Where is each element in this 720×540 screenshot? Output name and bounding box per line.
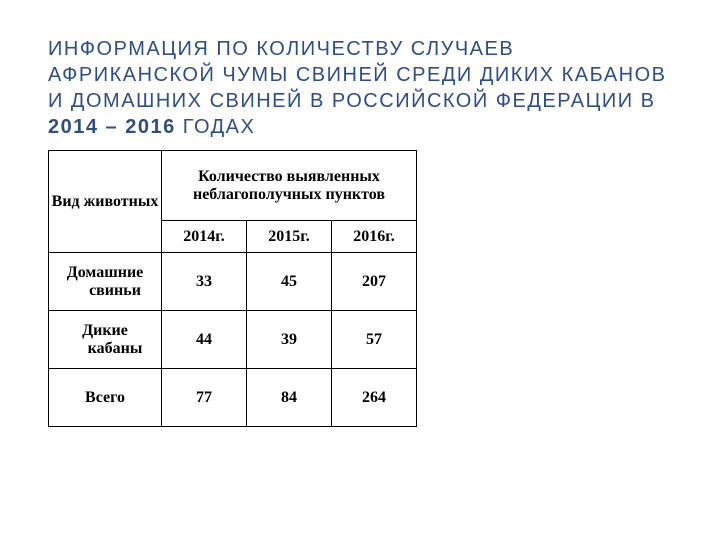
kind-line2: кабаны [49,340,161,358]
row-kind: Дикие кабаны [49,311,162,369]
cell-value: 77 [162,369,247,427]
cell-value: 57 [332,311,417,369]
cell-value: 45 [247,253,332,311]
cell-value: 33 [162,253,247,311]
header-group: Количество выявленных неблагополучных пу… [162,151,417,221]
table-row: Дикие кабаны 44 39 57 [49,311,417,369]
row-kind: Всего [49,369,162,427]
kind-line1: Домашние [67,264,144,281]
table-row: Всего 77 84 264 [49,369,417,427]
header-year-2014: 2014г. [162,221,247,253]
cell-value: 44 [162,311,247,369]
kind-line1: Всего [85,389,125,406]
table-row: Домашние свиньи 33 45 207 [49,253,417,311]
header-year-2015: 2015г. [247,221,332,253]
kind-line1: Дикие [82,322,128,339]
data-table: Вид животных Количество выявленных небла… [48,150,417,427]
header-kind: Вид животных [49,151,162,253]
slide: ИНФОРМАЦИЯ ПО КОЛИЧЕСТВУ СЛУЧАЕВ АФРИКАН… [0,0,720,540]
slide-title: ИНФОРМАЦИЯ ПО КОЛИЧЕСТВУ СЛУЧАЕВ АФРИКАН… [48,36,672,140]
cell-value: 264 [332,369,417,427]
table-header-row-1: Вид животных Количество выявленных небла… [49,151,417,221]
cell-value: 39 [247,311,332,369]
row-kind: Домашние свиньи [49,253,162,311]
title-post: ГОДАХ [176,116,256,138]
cell-value: 207 [332,253,417,311]
title-pre: ИНФОРМАЦИЯ ПО КОЛИЧЕСТВУ СЛУЧАЕВ АФРИКАН… [48,38,667,112]
title-years: 2014 – 2016 [48,116,176,138]
header-year-2016: 2016г. [332,221,417,253]
kind-line2: свиньи [49,282,161,300]
cell-value: 84 [247,369,332,427]
